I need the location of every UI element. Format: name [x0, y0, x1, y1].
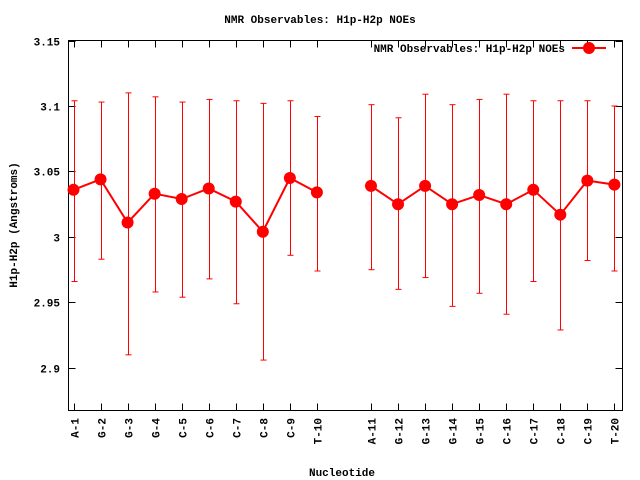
y-tick-label: 3.15: [34, 38, 61, 50]
x-tick-label: G-14: [449, 418, 461, 445]
x-tick-label: C-9: [287, 418, 299, 438]
y-tick-label: 2.9: [40, 365, 60, 377]
x-tick-label: G-3: [125, 418, 137, 438]
data-point: [554, 208, 567, 221]
data-point: [67, 183, 80, 196]
data-point: [310, 186, 323, 199]
x-tick-label: C-16: [503, 418, 515, 444]
y-axis: 2.9 2.95 3 3.05 3.1 3.15: [34, 38, 623, 377]
x-tick-label: G-2: [98, 418, 110, 438]
y-tick-label: 2.95: [34, 299, 61, 311]
data-point: [229, 195, 242, 208]
x-tick-label: C-5: [179, 418, 191, 438]
data-point: [392, 198, 405, 211]
legend: NMR Observables: H1p-H2p NOEs: [374, 42, 606, 56]
legend-label: NMR Observables: H1p-H2p NOEs: [374, 44, 565, 56]
data-point: [256, 225, 269, 238]
data-point: [148, 187, 161, 200]
y-tick-label: 3: [53, 234, 60, 246]
x-tick-label: C-8: [260, 418, 272, 438]
x-tick-label: G-12: [395, 418, 407, 444]
x-tick-label: C-19: [584, 418, 596, 444]
data-point: [364, 179, 377, 192]
series-line: [73, 176, 318, 234]
y-axis-label: H1p-H2p (Angstroms): [9, 162, 21, 287]
data-point: [608, 178, 621, 191]
x-tick-label: C-18: [557, 418, 569, 445]
x-tick-label: C-6: [206, 418, 218, 438]
x-tick-label: A-1: [71, 418, 83, 438]
data-point: [419, 179, 432, 192]
data-point: [581, 174, 594, 187]
x-tick-label: C-7: [233, 418, 245, 438]
data-point: [121, 216, 134, 229]
data-point: [527, 183, 540, 196]
data-point: [94, 173, 107, 186]
series-line: [370, 179, 615, 217]
x-tick-label: G-4: [152, 418, 164, 438]
x-tick-label: T-20: [611, 418, 623, 444]
data-point: [283, 172, 296, 185]
x-axis-label: Nucleotide: [309, 468, 375, 480]
data-point: [473, 189, 486, 202]
data-point: [446, 198, 459, 211]
data-point: [500, 198, 513, 211]
x-tick-label: A-11: [368, 418, 380, 445]
plot-frame: [68, 40, 623, 411]
x-axis: A-1 G-2 G-3 G-4 C-5 C-6 C-7 C-8 C-9 T-10 A-11 G-12 G…: [71, 40, 623, 445]
y-tick-label: 3.1: [40, 103, 60, 115]
y-tick-label: 3.05: [34, 168, 61, 180]
x-tick-label: C-17: [530, 418, 542, 444]
chart-title: NMR Observables: H1p-H2p NOEs: [224, 15, 415, 27]
series-noe: [67, 92, 621, 361]
x-tick-label: T-10: [314, 418, 326, 444]
x-tick-label: G-15: [476, 418, 488, 445]
x-tick-label: G-13: [422, 418, 434, 445]
legend-marker: [583, 42, 595, 54]
data-point: [175, 192, 188, 205]
data-point: [202, 182, 215, 195]
